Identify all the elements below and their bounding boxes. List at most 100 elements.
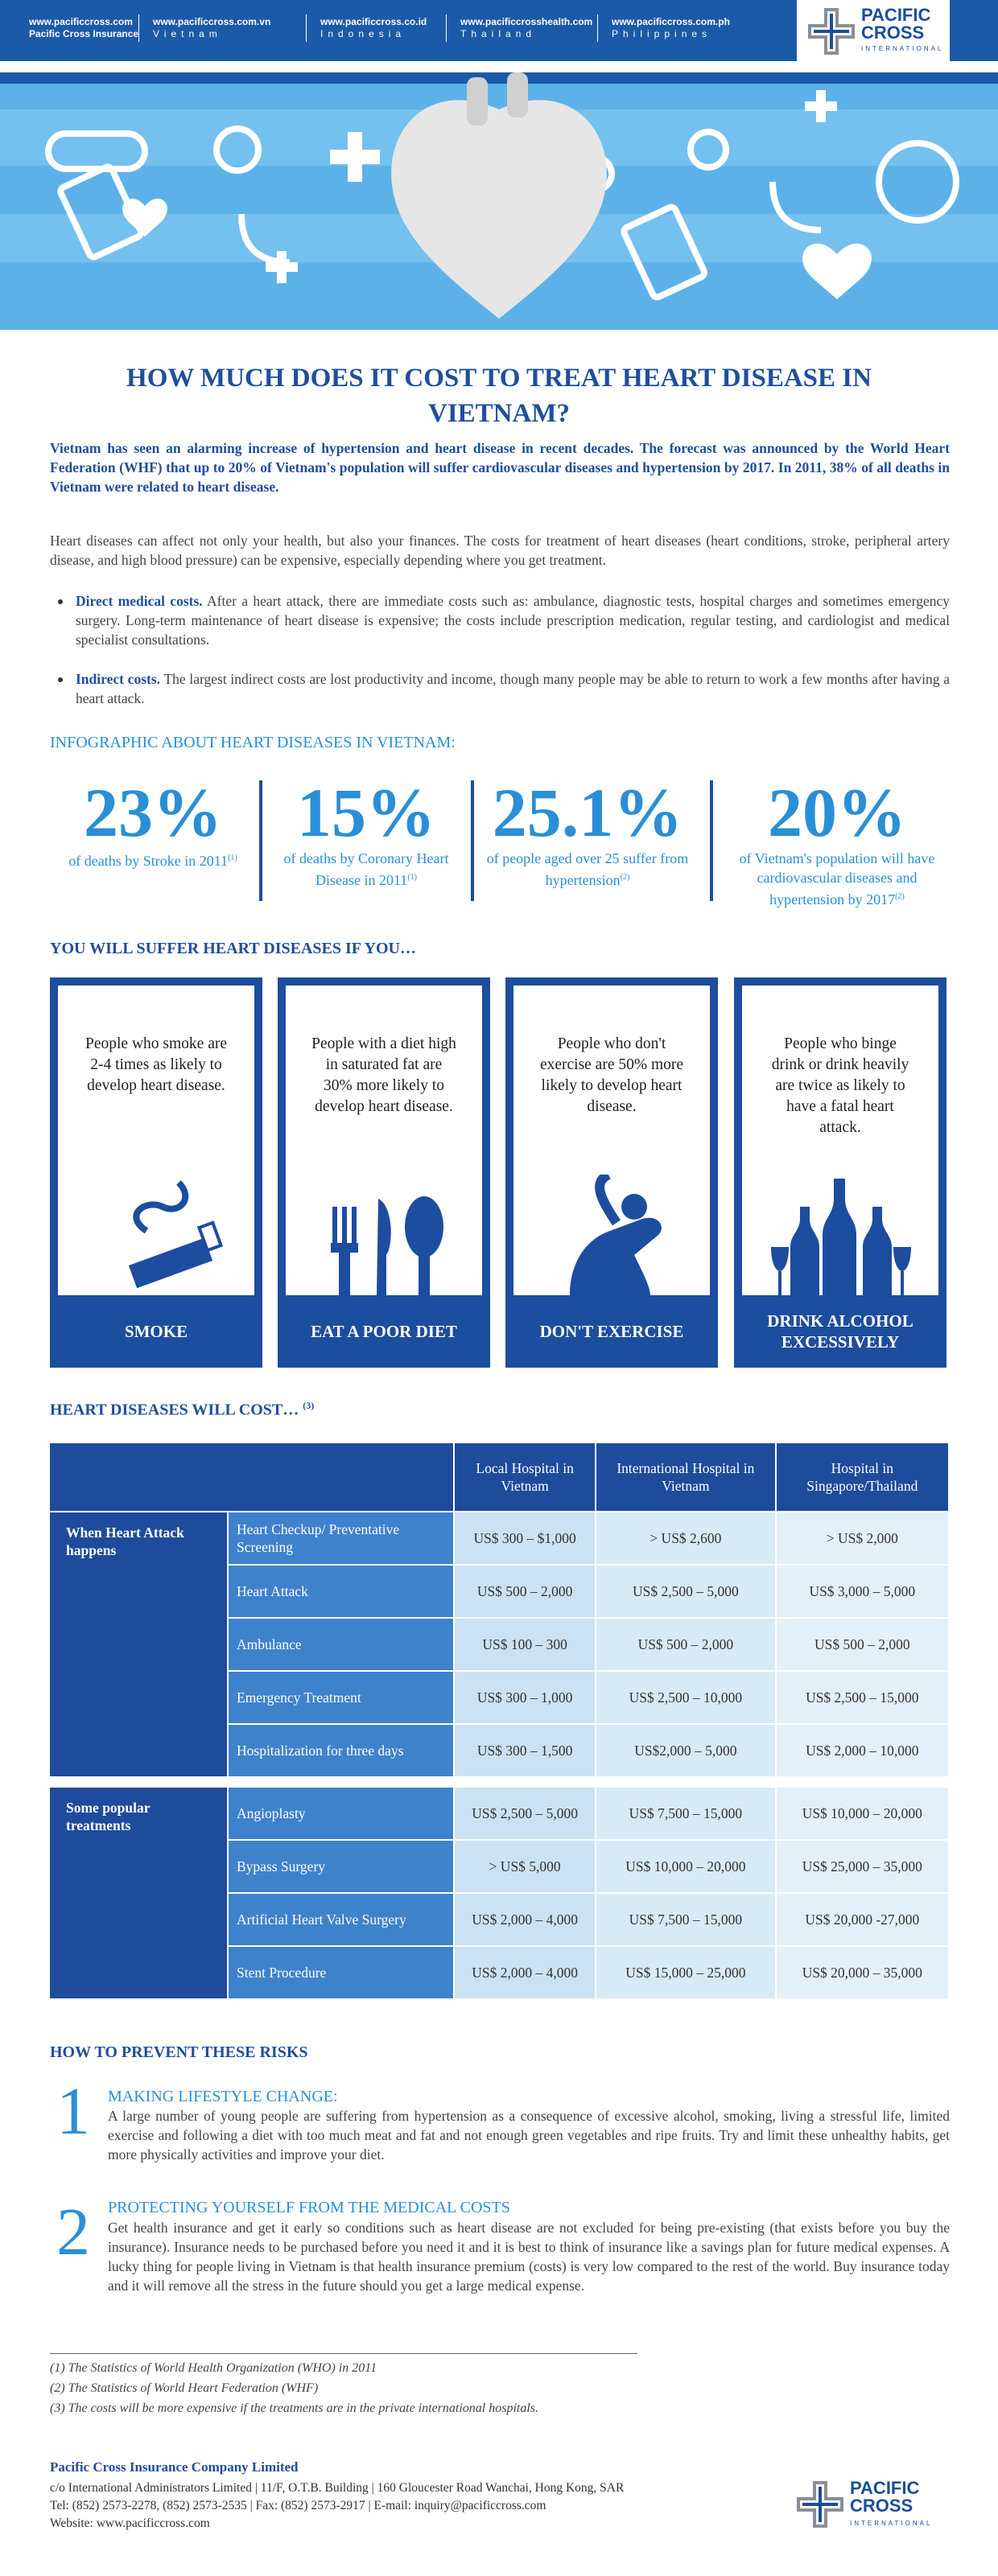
table-row: Some popular treatments Angioplasty US$ 2,…: [50, 1788, 948, 1998]
footer-logo-sub: INTERNATIONAL: [850, 2520, 933, 2527]
stat-desc: of deaths by Stroke in 2011: [68, 853, 229, 869]
cost-cell: US$ 25,000 – 35,000: [776, 1841, 948, 1892]
header-site: www.pacificcross.com.ph: [612, 16, 730, 27]
header-link: www.pacificcross.com.ph Philippines: [612, 16, 730, 40]
logo: PACIFIC CROSS INTERNATIONAL: [797, 0, 950, 63]
item-cell: Heart Checkup/ Preventative Screening: [229, 1512, 454, 1564]
stat-ref: (2): [620, 873, 630, 882]
stat-text: of people aged over 25 suffer from hyper…: [475, 849, 700, 890]
column-header: Local Hospital in Vietnam: [455, 1443, 596, 1511]
stat-desc: of Vietnam's population will have cardio…: [739, 850, 935, 907]
header-row: Local Hospital in Vietnam International H…: [50, 1443, 948, 1511]
hero-banner: [0, 72, 998, 330]
stat-desc: of deaths by Coronary Heart Disease in 2…: [283, 850, 449, 888]
risk-card-body: People who smoke are 2-4 times as likely…: [58, 986, 254, 1295]
table-row: Heart Attack US$ 500 – 2,000 US$ 2,500 – 5…: [50, 1566, 948, 1617]
risk-label: DON'T EXERCISE: [539, 1322, 684, 1341]
stat-ref: (2): [895, 892, 905, 901]
logo-cross: [808, 8, 855, 55]
risk-icon: [286, 1175, 482, 1295]
gap-cell: [50, 1778, 948, 1786]
cost-cell: US$ 300 – 1,500: [455, 1725, 596, 1776]
table-row: Emergency Treatment US$ 300 – 1,000 US$ 2,…: [50, 1672, 948, 1723]
cost-cell: > US$ 2,600: [596, 1512, 775, 1564]
stat-ref: (1): [228, 854, 237, 862]
paragraph: Heart diseases can affect not only your …: [50, 533, 950, 568]
cost-cell: US$ 2,000 – 4,000: [455, 1894, 596, 1945]
logo-sub: INTERNATIONAL: [861, 45, 944, 52]
stat-value: 25.1%: [492, 774, 683, 851]
cost-cell: US$ 10,000 – 20,000: [596, 1841, 775, 1892]
site-url: www.pacificcrossinternational.com: [811, 63, 935, 72]
cost-cell: US$ 7,500 – 15,000: [596, 1788, 775, 1839]
table-row: Bypass Surgery > US$ 5,000 US$ 10,000 – 20…: [50, 1841, 948, 1892]
risks-heading: YOU WILL SUFFER HEART DISEASES IF YOU…: [50, 940, 416, 957]
header-site: www.pacificcross.com: [29, 16, 133, 27]
prevent-number: 1: [56, 2074, 90, 2149]
table-row: Hospitalization for three days US$ 300 – …: [50, 1725, 948, 1776]
cost-cell: US$ 10,000 – 20,000: [776, 1788, 948, 1839]
stat-value: 23%: [84, 774, 222, 851]
table-heading-wrap: HEART DISEASES WILL COST… (3): [50, 1400, 314, 1420]
header-sub: Indonesia: [320, 28, 406, 39]
header-site: www.pacificcross.com.vn: [153, 16, 271, 27]
risk-text: People with a diet high in saturated fat…: [311, 1035, 456, 1115]
stat-divider: [471, 780, 474, 901]
header-link: www.pacificcross.com Pacific Cross Insura…: [29, 16, 138, 40]
header-link: www.pacificcross.co.id Indonesia: [320, 16, 427, 40]
header-link: www.pacificcross.com.vn Vietnam: [153, 16, 270, 40]
header-sep: [597, 14, 598, 42]
table-row: Artificial Heart Valve Surgery US$ 2,000 …: [50, 1894, 948, 1945]
table-row: Ambulance US$ 100 – 300 US$ 500 – 2,000 US$…: [50, 1619, 948, 1670]
table-ref: (3): [303, 1400, 315, 1411]
group-name: When Heart Attack happens: [50, 1512, 227, 1776]
group-gap: [50, 1778, 948, 1786]
logo-name: PACIFIC CROSS: [861, 5, 931, 43]
item-cell: Bypass Surgery: [229, 1841, 454, 1892]
stat-divider: [710, 780, 713, 901]
prevent-title: MAKING LIFESTYLE CHANGE:: [108, 2088, 338, 2105]
column-header: Hospital in Singapore/Thailand: [776, 1443, 948, 1511]
header-sub: Vietnam: [153, 28, 222, 39]
header-sub: Thailand: [460, 28, 537, 39]
stat: 15% of deaths by Coronary Heart Disease i…: [274, 776, 459, 890]
stat-divider: [259, 780, 262, 901]
risk-icon: [742, 1175, 938, 1295]
stat: 23% of deaths by Stroke in 2011(1): [64, 776, 241, 870]
header-sep: [446, 14, 447, 42]
risk-icon: [513, 1170, 710, 1295]
group-name: Some popular treatments: [50, 1788, 227, 1998]
cost-cell: US$ 2,500 – 10,000: [596, 1672, 775, 1723]
table-row: When Heart Attack happens Heart Checkup/ …: [50, 1512, 948, 1776]
company: Pacific Cross Insurance Company Limited: [50, 2459, 299, 2475]
prevent-text: A large number of young people are suffe…: [108, 2108, 950, 2162]
intro: Vietnam has seen an alarming increase of…: [50, 440, 950, 495]
cost-cell: US$ 3,000 – 5,000: [776, 1566, 948, 1617]
prevent-title: PROTECTING YOURSELF FROM THE MEDICAL COS…: [108, 2199, 510, 2216]
footnote-rule: [50, 2353, 637, 2354]
risk-card: People who don't exercise are 50% more l…: [505, 977, 718, 1368]
risk-label: SMOKE: [124, 1322, 188, 1341]
header-site: www.pacificcrosshealth.com: [460, 16, 593, 27]
item-cell: Artificial Heart Valve Surgery: [229, 1894, 454, 1945]
header-sub: Philippines: [612, 28, 712, 39]
stat-text: of deaths by Stroke in 2011(1): [64, 849, 241, 870]
cost-cell: US$ 2,500 – 5,000: [596, 1566, 775, 1617]
header-site: www.pacificcross.co.id: [320, 16, 427, 27]
risk-label: EAT A POOR DIET: [311, 1322, 457, 1341]
item-cell: Emergency Treatment: [229, 1672, 454, 1723]
prevent-text: Get health insurance and get it early so…: [108, 2220, 950, 2294]
risk-card-body: People who binge drink or drink heavily …: [742, 986, 938, 1295]
risk-card-body: People with a diet high in saturated fat…: [286, 986, 482, 1295]
cost-cell: US$2,000 – 5,000: [596, 1725, 775, 1776]
item-cell: Stent Procedure: [229, 1947, 454, 1998]
risk-card-body: People who don't exercise are 50% more l…: [513, 986, 710, 1295]
cost-cell: US$ 500 – 2,000: [455, 1566, 596, 1617]
cost-cell: US$ 2,000 – 4,000: [455, 1947, 596, 1998]
footnote: (2) The Statistics of World Heart Federa…: [50, 2381, 319, 2395]
table-row: Stent Procedure US$ 2,000 – 4,000 US$ 15,0…: [50, 1947, 948, 1998]
risk-text: People who binge drink or drink heavily …: [771, 1035, 909, 1136]
risk-text: People who don't exercise are 50% more l…: [539, 1035, 684, 1115]
bullet-term: Indirect costs.: [76, 671, 161, 687]
